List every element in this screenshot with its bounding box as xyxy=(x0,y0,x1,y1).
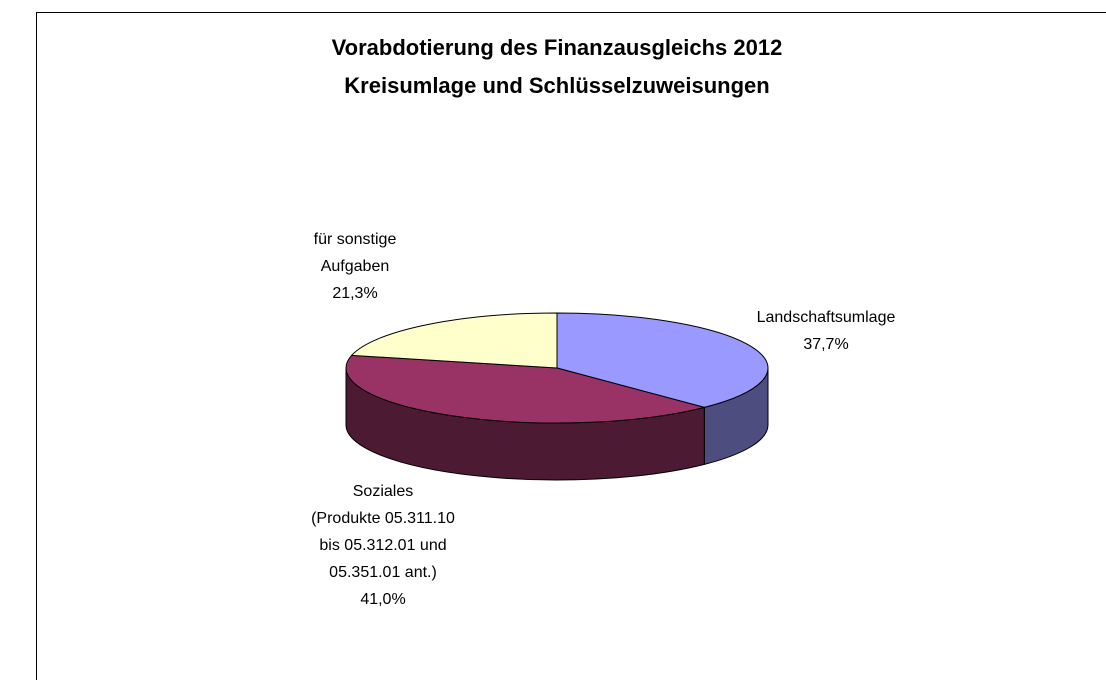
value-label: 21,3% xyxy=(332,285,377,302)
label-line: Aufgaben xyxy=(321,258,390,275)
slice-label: Landschaftsumlage xyxy=(757,309,896,326)
value-label: 37,7% xyxy=(803,336,848,353)
slice-label: Soziales (Produkte 05.311.10 bis 05.312.01… xyxy=(311,483,455,581)
label-line: Soziales xyxy=(353,483,413,500)
slice xyxy=(345,354,707,424)
label-line: bis 05.312.01 und xyxy=(319,537,446,554)
label-line: (Produkte 05.311.10 xyxy=(311,510,455,527)
label-line: Landschaftsumlage xyxy=(757,309,896,326)
value-label: 41,0% xyxy=(360,591,405,608)
slice-label: für sonstige Aufgaben xyxy=(314,231,397,275)
slice xyxy=(556,312,769,408)
label-line: 05.351.01 ant.) xyxy=(329,564,437,581)
chart-subtitle: Kreisumlage und Schlüsselzuweisungen xyxy=(344,73,769,98)
slice xyxy=(350,312,558,369)
label-line: für sonstige xyxy=(314,231,397,248)
chart-title: Vorabdotierung des Finanzausgleichs 2012 xyxy=(332,35,783,60)
